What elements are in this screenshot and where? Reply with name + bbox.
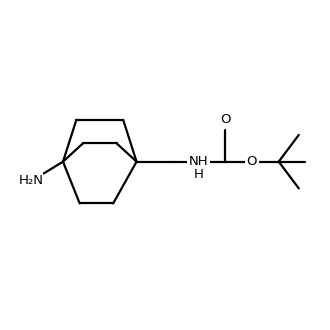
Text: O: O [220,113,230,126]
Text: O: O [247,155,257,168]
Text: H₂N: H₂N [19,174,44,186]
Text: H: H [194,168,204,181]
Text: NH: NH [189,155,208,168]
